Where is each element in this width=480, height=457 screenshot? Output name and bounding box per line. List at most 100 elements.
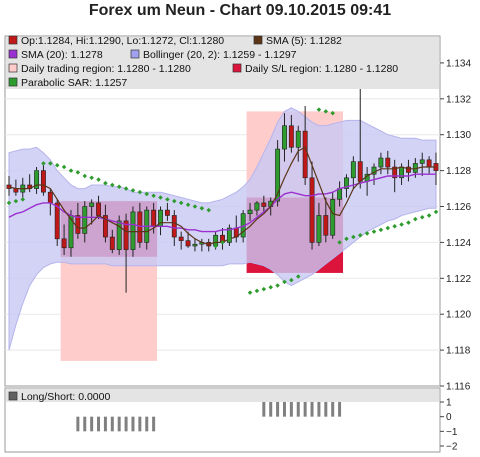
psar-dot: [96, 177, 101, 182]
candle-body: [406, 166, 411, 173]
psar-dot: [433, 209, 439, 215]
candle: [61, 224, 67, 255]
legend-swatch: [8, 77, 18, 87]
y-tick-label: 1.122: [446, 274, 471, 285]
candle: [316, 202, 322, 246]
candle-body: [302, 130, 308, 179]
candle: [350, 156, 356, 189]
psar-dot: [54, 162, 60, 168]
candle-body: [130, 211, 136, 250]
y-tick-label: 1.124: [446, 238, 471, 249]
longshort-legend: Long/Short: 0.0000: [6, 389, 439, 403]
candle-body: [89, 202, 95, 207]
candle-body: [75, 215, 81, 234]
psar-dot: [110, 182, 115, 188]
candle-body: [123, 220, 129, 250]
candle: [137, 202, 143, 248]
candle-body: [61, 238, 67, 249]
longshort-y-axis: 1 0 −1 −2: [440, 398, 458, 453]
legend-label: Op:1.1284, Hi:1.1290, Lo:1.1272, Cl:1.12…: [21, 35, 224, 47]
candle-body: [344, 177, 349, 189]
candle: [282, 113, 287, 162]
psar-dot: [413, 216, 418, 222]
candle: [344, 174, 349, 198]
candle-body: [47, 191, 53, 204]
candle: [116, 215, 122, 255]
candle: [123, 213, 129, 293]
legend-label: SMA (20): 1.1278: [21, 49, 103, 61]
longshort-bar: [296, 402, 300, 417]
price-panel: Op:1.1284, Hi:1.1290, Lo:1.1272, Cl:1.12…: [4, 35, 471, 393]
psar-dot: [254, 288, 260, 294]
candle: [254, 201, 260, 216]
candle: [275, 140, 281, 207]
psar-dot: [316, 107, 322, 112]
price-y-axis: 1.116 1.118 1.120 1.122 1.124 1.126 1.128 1.130…: [440, 58, 471, 393]
longshort-bar: [124, 416, 128, 432]
candle: [406, 159, 411, 182]
y-tick-label: 1.130: [446, 130, 471, 141]
psar-dot: [89, 175, 94, 181]
legend-swatch: [8, 49, 18, 59]
candle-body: [247, 209, 253, 214]
psar-dot: [68, 168, 74, 173]
candle-body: [323, 215, 329, 236]
psar-dot: [371, 229, 377, 234]
longshort-bar: [289, 402, 293, 417]
y-tick-label: 1.120: [446, 310, 471, 321]
legend-swatch: [232, 63, 242, 73]
candle-body: [96, 202, 101, 216]
psar-dot: [48, 161, 53, 166]
y-tick-label: 1.128: [446, 166, 471, 177]
longshort-bar: [117, 416, 121, 432]
longshort-bar: [331, 402, 335, 417]
y-tick-label: 1.134: [446, 58, 471, 69]
candle-body: [316, 215, 322, 243]
candle-body: [385, 157, 391, 168]
candle: [164, 202, 170, 221]
candle: [295, 125, 301, 162]
longshort-legend-background: [6, 389, 439, 402]
longshort-bar: [276, 402, 280, 417]
longshort-bar: [282, 402, 286, 417]
candle: [247, 202, 253, 221]
candle-body: [309, 177, 315, 243]
longshort-bar: [97, 416, 101, 432]
longshort-bar: [269, 402, 273, 417]
candle: [192, 238, 198, 252]
candle: [288, 114, 294, 153]
psar-dot: [20, 197, 26, 202]
longshort-bar: [76, 416, 80, 432]
psar-dot: [295, 274, 301, 279]
longshort-bar: [103, 416, 107, 432]
longshort-bar: [131, 416, 135, 432]
psar-layer: [6, 107, 439, 295]
psar-dot: [61, 164, 67, 170]
candle-body: [254, 202, 260, 211]
psar-dot: [116, 184, 122, 190]
price-legend: Op:1.1284, Hi:1.1290, Lo:1.1272, Cl:1.12…: [6, 35, 439, 89]
psar-dot: [75, 170, 81, 175]
psar-dot: [289, 277, 294, 283]
psar-dot: [123, 186, 129, 191]
candle-body: [392, 166, 398, 179]
candle-body: [426, 159, 432, 168]
longshort-bar: [83, 416, 87, 432]
legend-label: Parabolic SAR: 1.1257: [21, 77, 127, 89]
candle: [261, 195, 267, 214]
longshort-bar: [324, 402, 328, 417]
legend-label: Daily trading region: 1.1280 - 1.1280: [21, 63, 191, 75]
psar-dot: [103, 180, 108, 186]
longshort-bar: [110, 416, 114, 432]
legend-swatch: [253, 35, 263, 45]
candle-body: [82, 206, 88, 234]
legend-label: Daily S/L region: 1.1280 - 1.1280: [245, 63, 398, 75]
candle-body: [295, 130, 301, 148]
longshort-bar: [145, 416, 149, 432]
candle: [82, 201, 88, 243]
candle: [185, 231, 191, 248]
psar-dot: [275, 283, 280, 288]
longshort-bar: [152, 416, 156, 432]
candle: [102, 204, 108, 243]
